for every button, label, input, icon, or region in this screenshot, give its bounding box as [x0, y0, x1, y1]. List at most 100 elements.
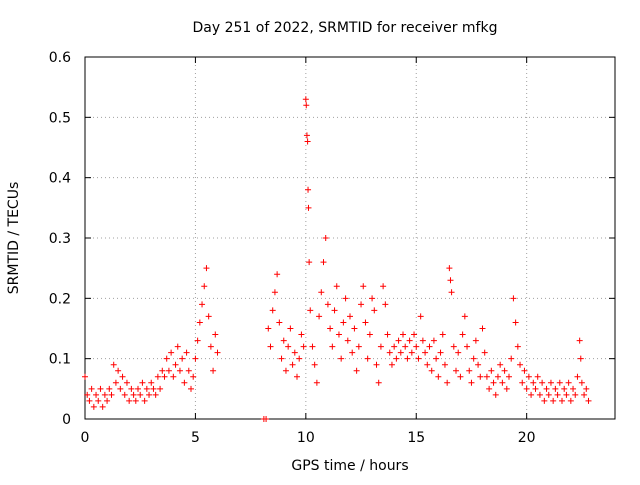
data-point — [214, 349, 221, 356]
data-point — [353, 367, 360, 374]
data-point — [384, 331, 391, 338]
data-point — [424, 361, 431, 368]
data-point — [316, 313, 323, 320]
data-point — [351, 325, 358, 332]
data-point — [494, 373, 501, 380]
data-point — [583, 385, 590, 392]
x-tick-label: 5 — [191, 430, 200, 446]
data-point — [391, 343, 398, 350]
data-point — [192, 355, 199, 362]
data-point — [576, 337, 583, 344]
data-point — [577, 355, 584, 362]
data-point — [490, 379, 497, 386]
data-point — [492, 391, 499, 398]
data-point — [324, 301, 331, 308]
data-point — [561, 385, 568, 392]
data-point — [148, 379, 155, 386]
data-point — [207, 343, 214, 350]
data-point — [274, 271, 281, 278]
data-point — [146, 391, 153, 398]
data-point — [459, 331, 466, 338]
data-point — [305, 204, 312, 211]
data-point — [287, 325, 294, 332]
data-point — [457, 373, 464, 380]
data-point — [497, 361, 504, 368]
data-point — [101, 391, 108, 398]
data-point — [183, 349, 190, 356]
data-point — [541, 397, 548, 404]
data-point — [150, 385, 157, 392]
data-point — [108, 391, 115, 398]
data-point — [340, 319, 347, 326]
data-point — [95, 397, 102, 404]
data-point — [534, 373, 541, 380]
data-point — [159, 367, 166, 374]
data-point — [126, 397, 133, 404]
x-tick-label: 10 — [297, 430, 315, 446]
data-point — [179, 355, 186, 362]
data-point — [172, 361, 179, 368]
data-point — [386, 349, 393, 356]
data-point — [552, 385, 559, 392]
x-tick-label: 20 — [518, 430, 536, 446]
data-point — [475, 361, 482, 368]
data-point — [411, 331, 418, 338]
data-point — [567, 397, 574, 404]
x-axis-label: GPS time / hours — [291, 458, 408, 474]
data-point — [210, 367, 217, 374]
data-point — [501, 367, 508, 374]
data-point — [554, 391, 561, 398]
data-point — [300, 343, 307, 350]
data-point — [199, 301, 206, 308]
data-point — [521, 367, 528, 374]
data-point — [168, 349, 175, 356]
data-point — [447, 277, 454, 284]
data-point — [181, 379, 188, 386]
data-point — [479, 325, 486, 332]
x-tick-label: 15 — [407, 430, 425, 446]
data-point — [154, 373, 161, 380]
data-point — [468, 379, 475, 386]
data-point — [395, 337, 402, 344]
data-point — [532, 385, 539, 392]
data-point — [93, 391, 100, 398]
data-point — [115, 367, 122, 374]
data-point — [203, 265, 210, 272]
y-axis-label: SRMTID / TECUs — [6, 182, 22, 295]
data-point — [439, 331, 446, 338]
data-point — [415, 355, 422, 362]
data-point — [311, 361, 318, 368]
data-point — [263, 416, 270, 422]
data-point — [433, 355, 440, 362]
tick-label-layer: 0 5 10 15 20 0 0.1 0.2 0.3 0.4 0.5 0.6 — [49, 50, 536, 446]
data-point — [190, 373, 197, 380]
y-tick-label: 0.4 — [49, 171, 71, 187]
data-point — [547, 379, 554, 386]
data-point — [170, 373, 177, 380]
data-point — [450, 343, 457, 350]
data-point — [278, 355, 285, 362]
data-point — [306, 259, 313, 266]
y-tick-label: 0.5 — [49, 110, 71, 126]
data-point — [437, 349, 444, 356]
y-tick-label: 0.6 — [49, 50, 71, 66]
data-point — [488, 367, 495, 374]
data-point — [313, 379, 320, 386]
data-point — [265, 325, 272, 332]
data-point — [121, 391, 128, 398]
data-point — [514, 343, 521, 350]
data-point — [212, 331, 219, 338]
data-point — [453, 367, 459, 374]
data-point — [139, 379, 146, 386]
data-point — [419, 337, 426, 344]
chart-title: Day 251 of 2022, SRMTID for receiver mfk… — [193, 20, 498, 36]
data-point — [422, 349, 429, 356]
data-point — [90, 403, 97, 410]
data-point — [112, 379, 119, 386]
y-tick-label: 0.1 — [49, 352, 71, 368]
data-point — [430, 337, 437, 344]
data-point — [570, 385, 577, 392]
x-tick-label: 0 — [81, 430, 90, 446]
data-point — [188, 385, 194, 392]
